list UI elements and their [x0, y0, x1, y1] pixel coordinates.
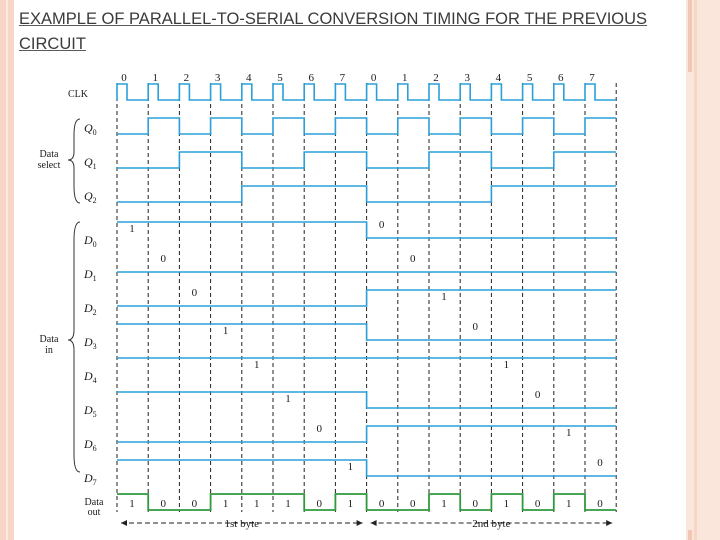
- byte-arrow-left: [121, 520, 127, 526]
- data-out-bit: 1: [441, 498, 447, 510]
- clock-number: 7: [340, 72, 346, 84]
- left-border-accent: [6, 0, 8, 540]
- data-out-bit: 0: [410, 498, 416, 510]
- data-out-bit: 1: [223, 498, 229, 510]
- data-out-waveform: [117, 493, 617, 511]
- byte-label-2nd: 2nd byte: [472, 518, 510, 530]
- data-out-bit: 0: [160, 498, 166, 510]
- signal-label-q2: Q2: [84, 189, 97, 205]
- signal-label-q1: Q1: [84, 155, 97, 171]
- bit-value-d0-byte2: 0: [379, 219, 385, 231]
- d0-waveform: [117, 221, 617, 239]
- signal-label-d1: D1: [83, 267, 97, 283]
- data-out-bit: 0: [192, 498, 198, 510]
- clock-number: 0: [121, 72, 127, 84]
- data-out-bit: 1: [348, 498, 354, 510]
- data-out-bit: 0: [597, 498, 603, 510]
- d3-waveform: [117, 323, 617, 341]
- q1-waveform: [117, 151, 617, 169]
- bit-value-d5-byte1: 1: [285, 393, 291, 405]
- right-border-accent-top: [688, 0, 692, 72]
- d6-waveform: [117, 425, 617, 443]
- signal-label-q0: Q0: [84, 121, 97, 137]
- bit-value-d2-byte2: 1: [441, 291, 447, 303]
- clock-number: 2: [184, 72, 190, 84]
- bit-value-d7-byte2: 0: [597, 457, 603, 469]
- byte-arrow-right: [606, 520, 613, 526]
- clock-number: 7: [589, 72, 595, 84]
- bit-value-d6-byte2: 1: [566, 427, 572, 439]
- clk-waveform: [116, 83, 617, 101]
- data-in-label: Data: [40, 334, 59, 345]
- data-out-bit: 1: [129, 498, 135, 510]
- signal-label-d2: D2: [83, 301, 97, 317]
- data-select-brace: [67, 118, 81, 204]
- clock-number: 3: [215, 72, 221, 84]
- clock-number: 4: [246, 72, 252, 84]
- signal-label-d6: D6: [83, 437, 97, 453]
- data-in-brace: [67, 221, 81, 473]
- clock-number: 2: [433, 72, 439, 84]
- bit-value-d2-byte1: 0: [192, 287, 198, 299]
- bit-value-d3-byte1: 1: [223, 325, 229, 337]
- data-out-bit: 1: [285, 498, 291, 510]
- right-border: [686, 0, 720, 540]
- bit-value-d1-byte2: 0: [410, 253, 416, 265]
- data-out-label: out: [88, 507, 101, 518]
- data-out-bit: 0: [316, 498, 322, 510]
- byte-arrow-right: [356, 520, 363, 526]
- signal-label-d4: D4: [83, 369, 97, 385]
- d2-waveform: [117, 289, 617, 307]
- bit-value-d3-byte2: 0: [472, 321, 478, 333]
- signal-label-d5: D5: [83, 403, 97, 419]
- bit-value-d6-byte1: 0: [316, 423, 322, 435]
- slide-title: EXAMPLE OF PARALLEL-TO-SERIAL CONVERSION…: [19, 10, 648, 53]
- clock-number: 1: [402, 72, 408, 84]
- clock-number: 6: [558, 72, 564, 84]
- data-out-bit: 1: [254, 498, 260, 510]
- data-out-label: Data: [85, 497, 104, 508]
- q2-waveform: [117, 185, 617, 203]
- data-select-label: Data: [40, 149, 59, 160]
- clk-label: CLK: [68, 89, 89, 100]
- clock-number: 1: [152, 72, 158, 84]
- data-out-bit: 1: [504, 498, 510, 510]
- signal-label-d7: D7: [83, 471, 97, 487]
- clock-number: 6: [308, 72, 314, 84]
- signal-label-d3: D3: [83, 335, 97, 351]
- data-out-bit: 0: [472, 498, 478, 510]
- clock-number: 5: [527, 72, 533, 84]
- bit-value-d1-byte1: 0: [160, 253, 166, 265]
- d7-waveform: [117, 459, 617, 477]
- bit-value-d0-byte1: 1: [129, 223, 135, 235]
- byte-label-1st: 1st byte: [225, 518, 260, 530]
- q0-waveform: [117, 117, 617, 135]
- data-out-bit: 1: [566, 498, 572, 510]
- bit-value-d5-byte2: 0: [535, 389, 541, 401]
- byte-arrow-left: [370, 520, 377, 526]
- right-border-accent-line: [694, 0, 697, 540]
- clock-number: 0: [371, 72, 377, 84]
- bit-value-d7-byte1: 1: [348, 461, 354, 473]
- clock-number: 5: [277, 72, 283, 84]
- clock-number: 4: [496, 72, 502, 84]
- data-out-bit: 0: [535, 498, 541, 510]
- bit-value-d4-byte2: 1: [504, 359, 510, 371]
- data-in-label: in: [45, 345, 53, 356]
- clock-number: 3: [464, 72, 470, 84]
- d5-waveform: [117, 391, 617, 409]
- data-select-label: select: [38, 160, 61, 171]
- signal-label-d0: D0: [83, 233, 97, 249]
- data-out-bit: 0: [379, 498, 385, 510]
- right-border-accent-bottom: [688, 530, 692, 540]
- bit-value-d4-byte1: 1: [254, 359, 260, 371]
